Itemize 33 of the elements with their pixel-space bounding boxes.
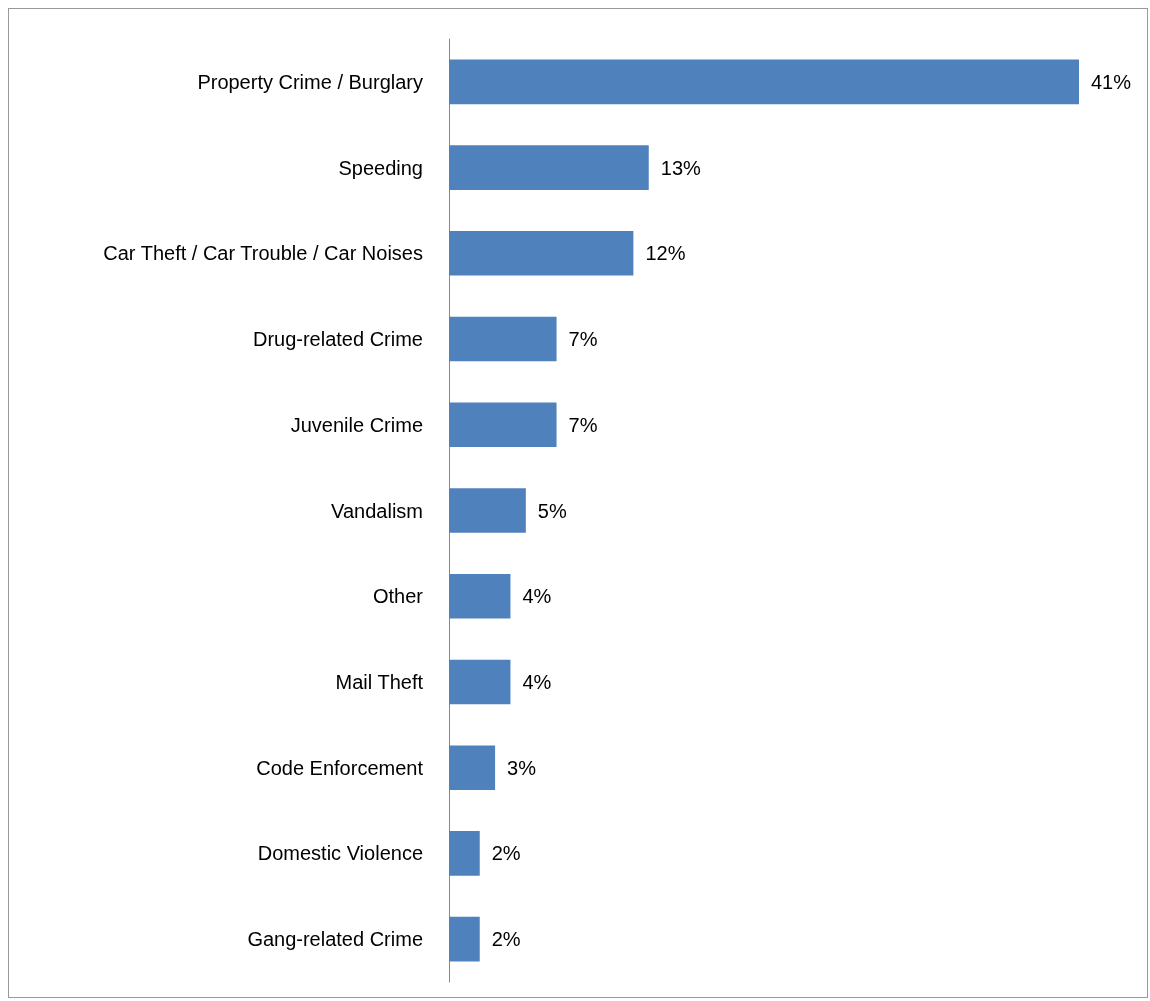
data-label: 7% xyxy=(568,413,598,436)
y-tick-label: Property Crime / Burglary xyxy=(197,70,423,93)
bar xyxy=(449,231,634,276)
y-tick-label: Car Theft / Car Trouble / Car Noises xyxy=(103,242,423,265)
y-tick-label: Vandalism xyxy=(331,499,423,522)
data-label: 7% xyxy=(568,328,598,351)
bar xyxy=(449,402,557,448)
data-label: 4% xyxy=(522,670,552,693)
bar xyxy=(449,659,511,705)
y-tick-label: Code Enforcement xyxy=(256,756,424,779)
bar xyxy=(449,831,480,876)
data-label: 12% xyxy=(645,242,686,265)
y-tick-label: Domestic Violence xyxy=(257,842,423,865)
y-tick-label: Other xyxy=(372,585,424,608)
data-label: 5% xyxy=(537,499,567,522)
data-label: 13% xyxy=(660,156,701,179)
data-label: 2% xyxy=(491,842,521,865)
data-label: 2% xyxy=(491,928,521,951)
data-label: 4% xyxy=(522,585,552,608)
y-tick-label: Juvenile Crime xyxy=(290,413,423,436)
bar xyxy=(449,145,649,190)
bar xyxy=(449,745,496,790)
bar xyxy=(449,573,511,619)
data-label: 3% xyxy=(507,756,537,779)
y-tick-label: Speeding xyxy=(338,156,423,179)
y-tick-label: Drug-related Crime xyxy=(252,328,423,351)
y-tick-label: Gang-related Crime xyxy=(247,928,423,951)
bar xyxy=(449,488,526,533)
bar xyxy=(449,316,557,362)
bar xyxy=(449,916,480,962)
bar xyxy=(449,59,1079,105)
data-label: 41% xyxy=(1091,70,1132,93)
y-tick-label: Mail Theft xyxy=(335,670,424,693)
